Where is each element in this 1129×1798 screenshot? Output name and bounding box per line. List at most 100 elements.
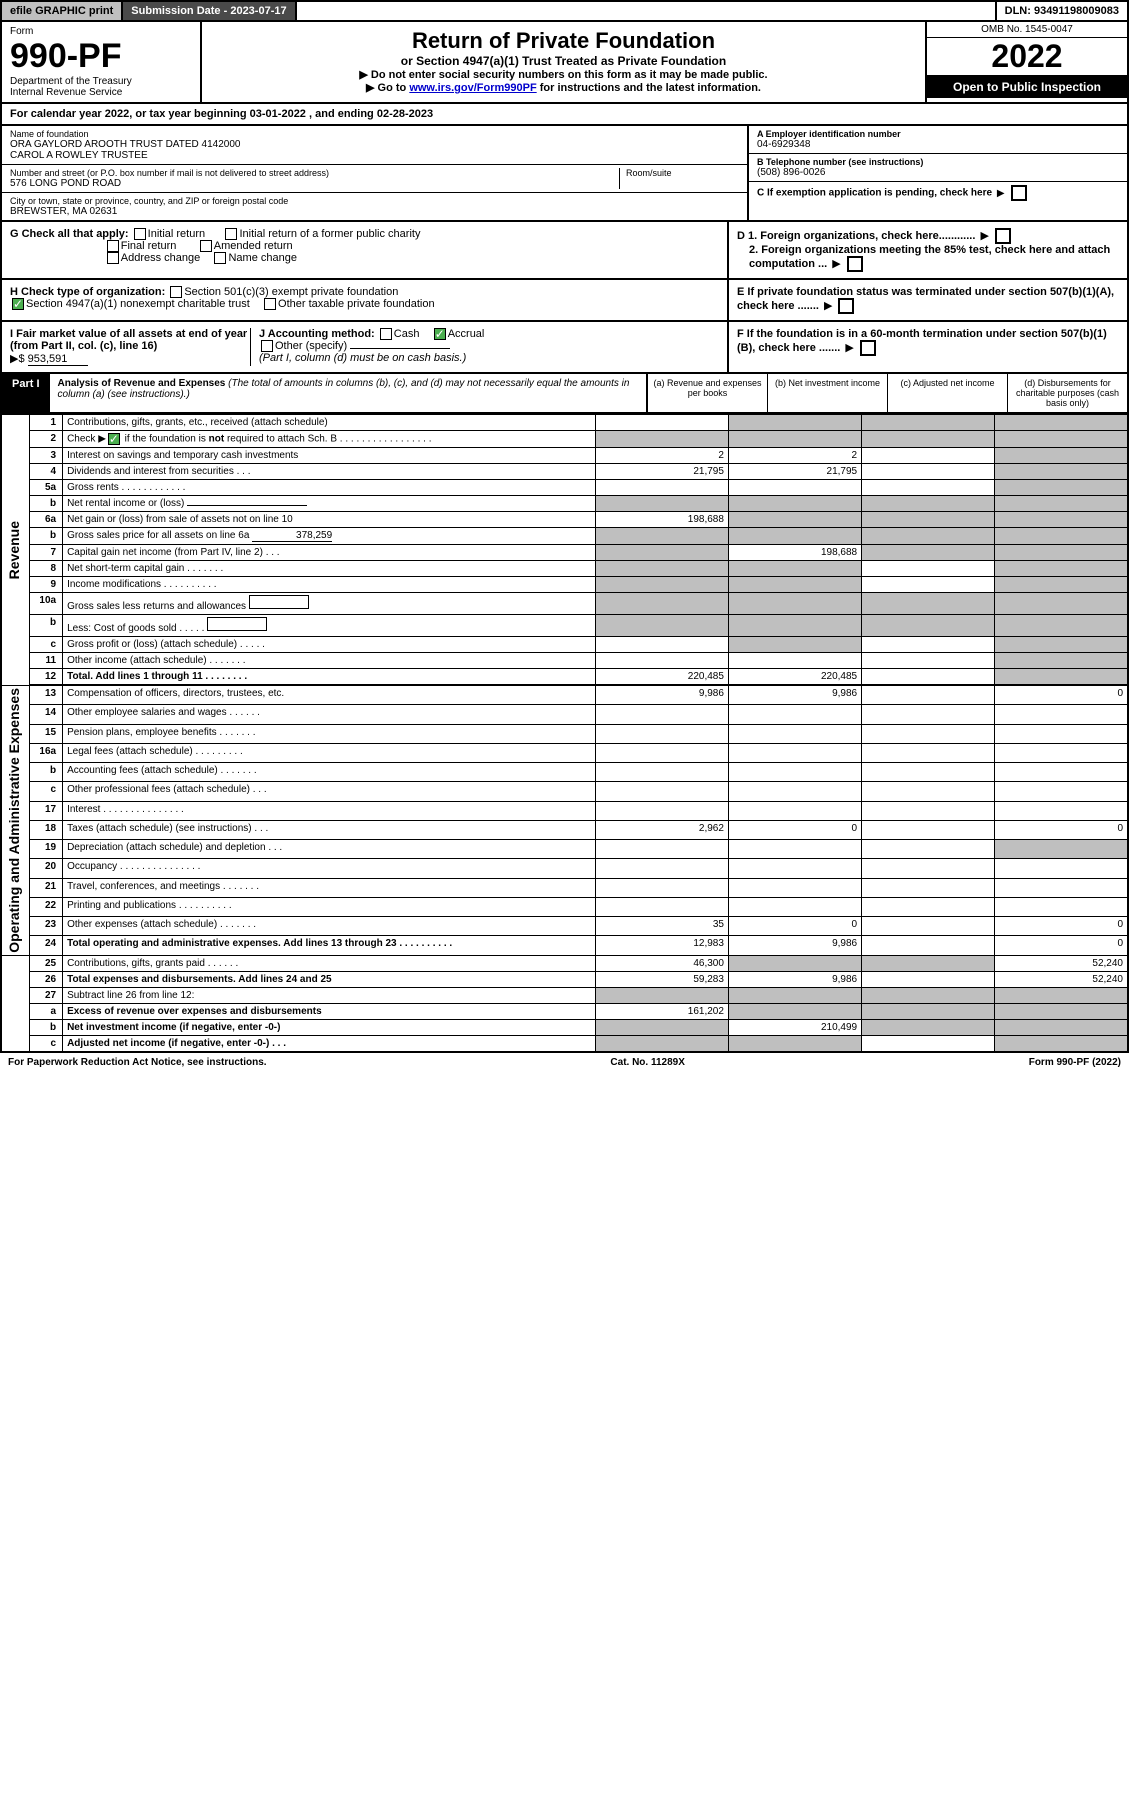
table-row: bAccounting fees (attach schedule) . . .… (1, 763, 1128, 782)
table-row: Revenue 1Contributions, gifts, grants, e… (1, 415, 1128, 431)
chk-final[interactable] (107, 240, 119, 252)
page-footer: For Paperwork Reduction Act Notice, see … (0, 1053, 1129, 1072)
table-row: 24Total operating and administrative exp… (1, 936, 1128, 955)
table-row: 18Taxes (attach schedule) (see instructi… (1, 820, 1128, 839)
ein-label: A Employer identification number (757, 129, 1119, 139)
city-state-zip: BREWSTER, MA 02631 (10, 206, 739, 217)
table-row: 26Total expenses and disbursements. Add … (1, 971, 1128, 987)
dept-treasury: Department of the Treasury (10, 76, 192, 87)
table-row: 8Net short-term capital gain . . . . . .… (1, 561, 1128, 577)
d2-checkbox[interactable] (847, 256, 863, 272)
check-section-h: H Check type of organization: Section 50… (0, 280, 1129, 322)
form-subtitle: or Section 4947(a)(1) Trust Treated as P… (208, 54, 919, 68)
chk-address[interactable] (107, 252, 119, 264)
g-label: G Check all that apply: (10, 228, 129, 240)
table-row: cAdjusted net income (if negative, enter… (1, 1035, 1128, 1052)
e-checkbox[interactable] (838, 298, 854, 314)
irs-link[interactable]: www.irs.gov/Form990PF (409, 82, 536, 94)
form-title: Return of Private Foundation (208, 28, 919, 54)
c-checkbox[interactable] (1011, 185, 1027, 201)
col-b-hdr: (b) Net investment income (767, 374, 887, 412)
table-row: 14Other employee salaries and wages . . … (1, 705, 1128, 724)
table-row: 19Depreciation (attach schedule) and dep… (1, 840, 1128, 859)
table-row: 9Income modifications . . . . . . . . . … (1, 577, 1128, 593)
table-row: 2Check ▶ if the foundation is not requir… (1, 431, 1128, 448)
form-label: Form (10, 26, 192, 37)
table-row: 22Printing and publications . . . . . . … (1, 897, 1128, 916)
footer-mid: Cat. No. 11289X (610, 1057, 684, 1068)
part-1-header: Part I Analysis of Revenue and Expenses … (0, 374, 1129, 414)
open-public-badge: Open to Public Inspection (927, 76, 1127, 98)
form-header: Form 990-PF Department of the Treasury I… (0, 22, 1129, 104)
table-row: 16aLegal fees (attach schedule) . . . . … (1, 743, 1128, 762)
part-1-label: Part I (2, 374, 50, 412)
table-row: 4Dividends and interest from securities … (1, 464, 1128, 480)
omb-number: OMB No. 1545-0047 (927, 22, 1127, 38)
check-section-ij: I Fair market value of all assets at end… (0, 322, 1129, 374)
tax-year: 2022 (927, 38, 1127, 76)
form-number: 990-PF (10, 37, 192, 76)
f-label: F If the foundation is in a 60-month ter… (737, 328, 1107, 354)
efile-label[interactable]: efile GRAPHIC print (2, 2, 123, 20)
f-checkbox[interactable] (860, 340, 876, 356)
i-label: I Fair market value of all assets at end… (10, 328, 247, 352)
table-row: 3Interest on savings and temporary cash … (1, 448, 1128, 464)
table-row: 23Other expenses (attach schedule) . . .… (1, 917, 1128, 936)
part-1-title: Analysis of Revenue and Expenses (58, 378, 229, 389)
instruction-link: ▶ Go to www.irs.gov/Form990PF for instru… (208, 81, 919, 94)
ein-value: 04-6929348 (757, 139, 1119, 150)
revenue-expense-table: Revenue 1Contributions, gifts, grants, e… (0, 414, 1129, 1053)
expenses-side-label: Operating and Administrative Expenses (6, 688, 22, 953)
chk-4947[interactable] (12, 298, 24, 310)
table-row: 21Travel, conferences, and meetings . . … (1, 878, 1128, 897)
col-a-hdr: (a) Revenue and expenses per books (647, 374, 767, 412)
table-row: 25Contributions, gifts, grants paid . . … (1, 955, 1128, 971)
d2-label: 2. Foreign organizations meeting the 85%… (749, 244, 1110, 270)
chk-name[interactable] (214, 252, 226, 264)
foundation-name-1: ORA GAYLORD AROOTH TRUST DATED 4142000 (10, 139, 739, 150)
chk-initial-former[interactable] (225, 228, 237, 240)
footer-left: For Paperwork Reduction Act Notice, see … (8, 1057, 267, 1068)
table-row: 7Capital gain net income (from Part IV, … (1, 545, 1128, 561)
table-row: 17Interest . . . . . . . . . . . . . . . (1, 801, 1128, 820)
table-row: bNet rental income or (loss) (1, 496, 1128, 512)
e-label: E If private foundation status was termi… (737, 286, 1114, 312)
check-section-g: G Check all that apply: Initial return I… (0, 222, 1129, 280)
street-address: 576 LONG POND ROAD (10, 178, 619, 189)
j-note: (Part I, column (d) must be on cash basi… (259, 352, 466, 364)
c-label: C If exemption application is pending, c… (757, 188, 992, 199)
submission-date: Submission Date - 2023-07-17 (123, 2, 296, 20)
j-label: J Accounting method: (259, 328, 375, 340)
chk-initial[interactable] (134, 228, 146, 240)
h-label: H Check type of organization: (10, 286, 165, 298)
spacer (297, 2, 997, 20)
table-row: bGross sales price for all assets on lin… (1, 528, 1128, 545)
table-row: 6aNet gain or (loss) from sale of assets… (1, 512, 1128, 528)
d1-label: D 1. Foreign organizations, check here..… (737, 230, 975, 242)
col-d-hdr: (d) Disbursements for charitable purpose… (1007, 374, 1127, 412)
tel-label: B Telephone number (see instructions) (757, 157, 1119, 167)
table-row: 15Pension plans, employee benefits . . .… (1, 724, 1128, 743)
table-row: cOther professional fees (attach schedul… (1, 782, 1128, 801)
chk-accrual[interactable] (434, 328, 446, 340)
table-row: 5aGross rents . . . . . . . . . . . . (1, 480, 1128, 496)
chk-cash[interactable] (380, 328, 392, 340)
city-label: City or town, state or province, country… (10, 196, 739, 206)
dept-irs: Internal Revenue Service (10, 87, 192, 98)
top-bar: efile GRAPHIC print Submission Date - 20… (0, 0, 1129, 22)
table-row: 20Occupancy . . . . . . . . . . . . . . … (1, 859, 1128, 878)
revenue-side-label: Revenue (6, 521, 22, 579)
foundation-name-2: CAROL A ROWLEY TRUSTEE (10, 150, 739, 161)
calendar-year-row: For calendar year 2022, or tax year begi… (0, 104, 1129, 126)
chk-501c3[interactable] (170, 286, 182, 298)
chk-amended[interactable] (200, 240, 212, 252)
table-row: 12Total. Add lines 1 through 11 . . . . … (1, 669, 1128, 685)
chk-other-tax[interactable] (264, 298, 276, 310)
chk-sch-b[interactable] (108, 433, 120, 445)
d1-checkbox[interactable] (995, 228, 1011, 244)
footer-right: Form 990-PF (2022) (1029, 1057, 1121, 1068)
table-row: bLess: Cost of goods sold . . . . . (1, 615, 1128, 637)
col-c-hdr: (c) Adjusted net income (887, 374, 1007, 412)
chk-other-method[interactable] (261, 340, 273, 352)
tel-value: (508) 896-0026 (757, 167, 1119, 178)
